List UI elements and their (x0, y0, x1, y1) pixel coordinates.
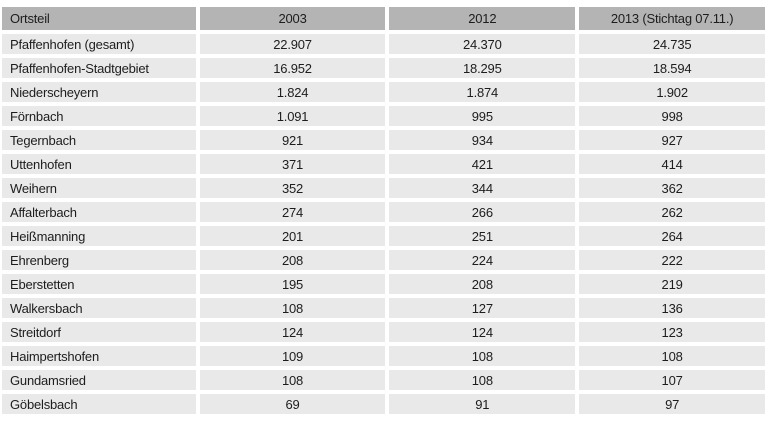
row-value: 24.370 (389, 34, 576, 54)
row-value: 998 (579, 106, 765, 126)
row-value: 109 (199, 346, 386, 366)
table-row: Göbelsbach 69 91 97 (2, 394, 765, 414)
row-value: 124 (389, 322, 576, 342)
row-label: Tegernbach (2, 130, 196, 150)
row-value: 97 (579, 394, 765, 414)
table-row: Förnbach 1.091 995 998 (2, 106, 765, 126)
row-label: Weihern (2, 178, 196, 198)
row-value: 995 (389, 106, 576, 126)
row-value: 421 (389, 154, 576, 174)
row-label: Eberstetten (2, 274, 196, 294)
table-row: Weihern 352 344 362 (2, 178, 765, 198)
row-value: 224 (389, 250, 576, 270)
row-value: 124 (199, 322, 386, 342)
table-row: Haimpertshofen 109 108 108 (2, 346, 765, 366)
row-value: 1.824 (199, 82, 386, 102)
row-label: Heißmanning (2, 226, 196, 246)
row-value: 344 (389, 178, 576, 198)
header-row: Ortsteil 2003 2012 2013 (Stichtag 07.11.… (2, 7, 765, 30)
row-value: 219 (579, 274, 765, 294)
row-label: Gundamsried (2, 370, 196, 390)
row-value: 414 (579, 154, 765, 174)
row-label: Göbelsbach (2, 394, 196, 414)
table-row: Uttenhofen 371 421 414 (2, 154, 765, 174)
row-value: 208 (389, 274, 576, 294)
row-value: 352 (199, 178, 386, 198)
table-row: Niederscheyern 1.824 1.874 1.902 (2, 82, 765, 102)
row-value: 195 (199, 274, 386, 294)
table-row: Eberstetten 195 208 219 (2, 274, 765, 294)
row-value: 1.874 (389, 82, 576, 102)
row-value: 18.295 (389, 58, 576, 78)
table-row: Pfaffenhofen-Stadtgebiet 16.952 18.295 18.5… (2, 58, 765, 78)
row-value: 1.902 (579, 82, 765, 102)
col-header-2003: 2003 (199, 7, 386, 30)
row-value: 69 (199, 394, 386, 414)
row-value: 222 (579, 250, 765, 270)
row-value: 108 (579, 346, 765, 366)
row-value: 201 (199, 226, 386, 246)
row-value: 108 (389, 370, 576, 390)
row-label: Ehrenberg (2, 250, 196, 270)
row-value: 16.952 (199, 58, 386, 78)
row-label: Pfaffenhofen (gesamt) (2, 34, 196, 54)
row-value: 927 (579, 130, 765, 150)
row-label: Niederscheyern (2, 82, 196, 102)
table-row: Ehrenberg 208 224 222 (2, 250, 765, 270)
table-body: Pfaffenhofen (gesamt) 22.907 24.370 24.735 P… (2, 34, 765, 414)
row-value: 91 (389, 394, 576, 414)
row-label: Affalterbach (2, 202, 196, 222)
row-label: Uttenhofen (2, 154, 196, 174)
row-value: 371 (199, 154, 386, 174)
table-row: Pfaffenhofen (gesamt) 22.907 24.370 24.735 (2, 34, 765, 54)
col-header-ortsteil: Ortsteil (2, 7, 196, 30)
table-row: Heißmanning 201 251 264 (2, 226, 765, 246)
col-header-2013: 2013 (Stichtag 07.11.) (579, 7, 765, 30)
row-value: 266 (389, 202, 576, 222)
row-label: Pfaffenhofen-Stadtgebiet (2, 58, 196, 78)
row-value: 24.735 (579, 34, 765, 54)
row-value: 18.594 (579, 58, 765, 78)
row-value: 362 (579, 178, 765, 198)
row-value: 208 (199, 250, 386, 270)
row-value: 274 (199, 202, 386, 222)
row-value: 262 (579, 202, 765, 222)
row-value: 264 (579, 226, 765, 246)
table-row: Affalterbach 274 266 262 (2, 202, 765, 222)
row-value: 22.907 (199, 34, 386, 54)
row-label: Haimpertshofen (2, 346, 196, 366)
row-value: 123 (579, 322, 765, 342)
table-row: Gundamsried 108 108 107 (2, 370, 765, 390)
row-value: 107 (579, 370, 765, 390)
row-value: 1.091 (199, 106, 386, 126)
row-value: 136 (579, 298, 765, 318)
row-value: 108 (199, 298, 386, 318)
table-row: Streitdorf 124 124 123 (2, 322, 765, 342)
row-value: 108 (389, 346, 576, 366)
row-value: 108 (199, 370, 386, 390)
population-table: Ortsteil 2003 2012 2013 (Stichtag 07.11.… (0, 3, 768, 418)
table-row: Walkersbach 108 127 136 (2, 298, 765, 318)
row-value: 934 (389, 130, 576, 150)
row-value: 127 (389, 298, 576, 318)
row-value: 921 (199, 130, 386, 150)
row-label: Förnbach (2, 106, 196, 126)
row-label: Streitdorf (2, 322, 196, 342)
table-row: Tegernbach 921 934 927 (2, 130, 765, 150)
row-label: Walkersbach (2, 298, 196, 318)
row-value: 251 (389, 226, 576, 246)
col-header-2012: 2012 (389, 7, 576, 30)
